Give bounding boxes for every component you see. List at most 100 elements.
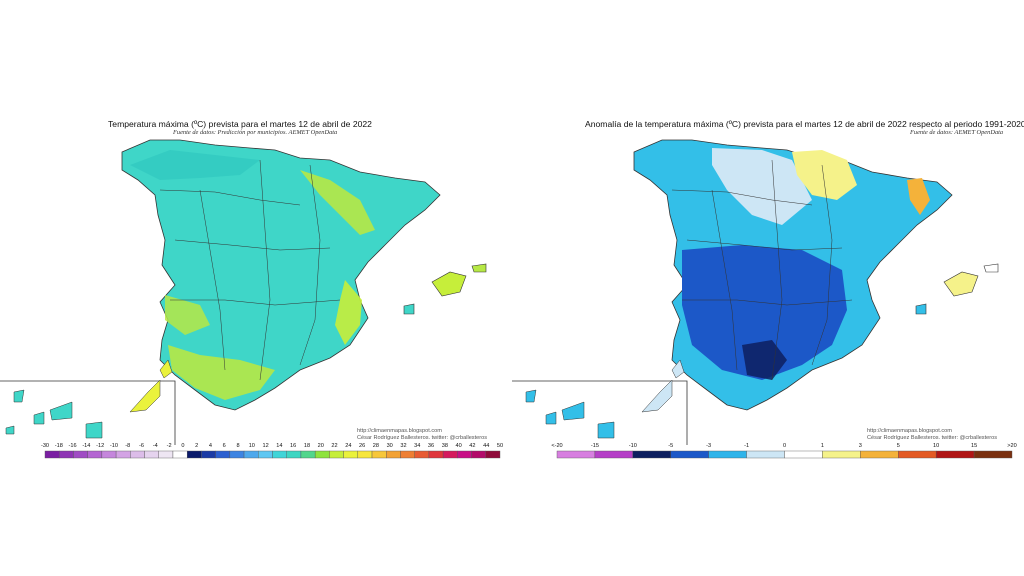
scale-swatch: [229, 450, 245, 459]
canary-islands: [5, 359, 173, 439]
scale-swatch: [371, 450, 387, 459]
scale-swatch: [215, 450, 231, 459]
scale-tick-label: -18: [54, 443, 63, 449]
scale-tick-label: 42: [469, 443, 476, 449]
scale-tick-label: 24: [345, 443, 352, 449]
scale-swatch: [670, 450, 709, 459]
scale-swatch: [471, 450, 486, 459]
scale-tick-label: -5: [668, 443, 674, 449]
scale-swatch: [386, 450, 401, 459]
ibiza-shape: [915, 303, 927, 315]
scale-swatch: [130, 450, 145, 459]
scale-swatch: [632, 450, 671, 459]
scale-tick-label: 50: [496, 443, 504, 449]
scale-tick-label: 40: [455, 443, 462, 449]
scale-tick-label: 2: [195, 443, 199, 449]
ibiza-shape: [403, 303, 415, 315]
scale-tick-label: 8: [236, 443, 240, 449]
scale-tick-label: 34: [414, 443, 421, 449]
scale-swatch: [898, 450, 937, 459]
scale-tick-label: 22: [331, 443, 338, 449]
scale-swatch: [594, 450, 634, 459]
scale-swatch: [59, 450, 74, 459]
scale-tick-label: -1: [744, 443, 750, 449]
scale-tick-label: 18: [303, 443, 311, 449]
scale-tick-label: -6: [139, 443, 144, 449]
temperature-anomaly-map-panel: Anomalía de la temperatura máxima (ºC) p…: [512, 0, 1024, 576]
scale-swatch: [556, 450, 596, 459]
anomaly-zone-north-warm: [792, 150, 857, 200]
scale-swatch: [272, 450, 287, 459]
scale-swatch: [400, 450, 415, 459]
warm-zone-levante: [335, 280, 362, 345]
scale-tick-label: >20: [1007, 443, 1017, 449]
scale-swatch: [158, 450, 174, 459]
scale-tick-label: -30: [40, 443, 50, 449]
scale-swatch: [708, 450, 747, 459]
scale-tick-label: 12: [262, 443, 269, 449]
scale-swatch: [822, 450, 861, 459]
scale-swatch: [44, 450, 60, 459]
canary-inset-frame: [512, 380, 688, 445]
scale-tick-label: 28: [372, 443, 380, 449]
scale-swatch: [144, 450, 159, 459]
scale-tick-label: 15: [970, 443, 978, 449]
scale-swatch: [101, 450, 117, 459]
scale-swatch: [201, 450, 216, 459]
scale-tick-label: -14: [82, 443, 91, 449]
anomaly-zone-centre-blue: [682, 245, 847, 380]
scale-tick-label: -15: [590, 443, 599, 449]
scale-tick-label: 0: [782, 443, 787, 449]
scale-tick-label: 36: [427, 443, 435, 449]
temperature-color-scale: [44, 450, 501, 459]
anomaly-zone-catalonia-warm: [907, 178, 930, 215]
scale-swatch: [243, 450, 259, 459]
scale-tick-label: 38: [441, 443, 448, 449]
scale-tick-label: 26: [358, 443, 366, 449]
scale-tick-label: 1: [820, 443, 824, 449]
scale-tick-label: 0: [181, 443, 185, 449]
scale-swatch: [485, 450, 501, 459]
scale-tick-label: 6: [222, 443, 226, 449]
scale-tick-label: -3: [706, 443, 712, 449]
anomaly-zone-north-pale: [712, 148, 812, 225]
warm-zone-guadalquivir: [168, 345, 275, 400]
scale-tick-label: 20: [317, 443, 324, 449]
scale-tick-label: -10: [628, 443, 637, 449]
scale-tick-label: -8: [125, 443, 131, 449]
warm-zone-ebro: [300, 170, 375, 235]
menorca-shape: [471, 263, 487, 273]
scale-swatch: [186, 450, 202, 459]
canary-islands: [525, 359, 685, 439]
map-subtitle: Fuente de datos: Predicción por municipi…: [173, 129, 338, 136]
scale-swatch: [414, 450, 430, 459]
credit-author: César Rodríguez Ballesteros. twitter: @c…: [357, 435, 488, 441]
map-subtitle: Fuente de datos: AEMET OpenData: [910, 129, 1004, 136]
anomaly-color-scale: [556, 450, 1013, 459]
max-temperature-map: [0, 139, 501, 459]
scale-swatch: [115, 450, 131, 459]
scale-tick-label: 4: [208, 443, 213, 449]
scale-swatch: [329, 450, 344, 459]
scale-tick-label: -12: [96, 443, 105, 449]
scale-tick-label: 3: [858, 443, 862, 449]
scale-swatch: [746, 450, 785, 459]
scale-swatch: [357, 450, 373, 459]
scale-swatch: [87, 450, 103, 459]
scale-tick-label: -2: [166, 443, 172, 449]
scale-swatch: [935, 450, 975, 459]
scale-swatch: [784, 450, 823, 459]
scale-swatch: [286, 450, 302, 459]
map-title: Anomalía de la temperatura máxima (ºC) p…: [585, 119, 1024, 129]
balearic-islands-shape: [431, 271, 467, 297]
map-title: Temperatura máxima (ºC) prevista para el…: [108, 119, 372, 129]
scale-swatch: [300, 450, 316, 459]
scale-tick-label: 30: [386, 443, 393, 449]
balearic-islands-shape: [943, 271, 979, 297]
credit-url: http://climaenmapas.blogspot.com: [357, 428, 442, 434]
scale-swatch: [343, 450, 359, 459]
warm-zone-extremadura: [165, 295, 210, 335]
scale-tick-label: -10: [109, 443, 118, 449]
scale-swatch: [73, 450, 88, 459]
scale-swatch: [314, 450, 330, 459]
